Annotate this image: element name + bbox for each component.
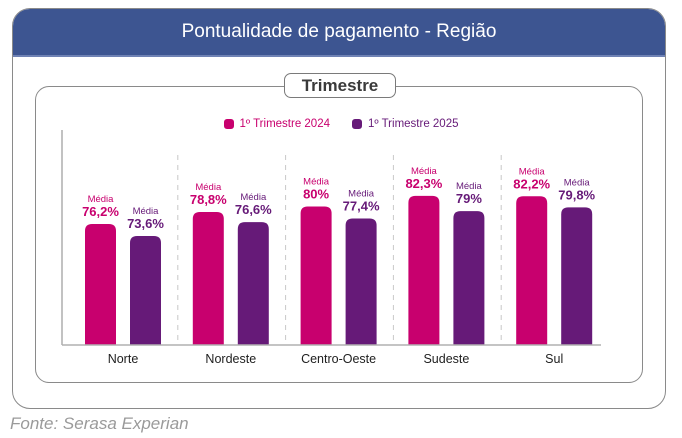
legend-swatch-2025 (352, 119, 362, 129)
data-label-value: 82,2% (513, 176, 550, 191)
bar-2024 (408, 195, 440, 345)
data-label-value: 79,8% (558, 187, 595, 202)
legend-item-2025: 1º Trimestre 2025 (352, 118, 459, 130)
data-label-value: 79% (456, 191, 482, 206)
data-label-prefix: Média (303, 176, 330, 187)
legend-item-2024: 1º Trimestre 2024 (223, 118, 331, 130)
data-label-value: 78,8% (190, 192, 227, 207)
bar-2024 (300, 206, 332, 345)
section-label: Trimestre (284, 73, 396, 98)
data-label-prefix: Média (348, 188, 375, 199)
bar-2025 (237, 222, 269, 345)
data-label-prefix: Média (88, 194, 115, 205)
data-label-value: 76,6% (235, 202, 272, 217)
x-tick-label: Sul (545, 352, 563, 366)
bar-2025 (345, 218, 377, 345)
data-label-prefix: Média (195, 182, 222, 193)
bar-2024 (516, 196, 548, 345)
data-label-prefix: Média (240, 192, 267, 203)
chart-title: Pontualidade de pagamento - Região (181, 21, 497, 42)
data-label-value: 82,3% (405, 176, 442, 191)
data-label-prefix: Média (133, 206, 160, 217)
data-label-prefix: Média (411, 166, 438, 177)
bar-2025 (130, 236, 161, 345)
data-label-value: 76,2% (82, 204, 119, 219)
x-tick-label: Nordeste (205, 352, 256, 366)
chart-header: Pontualidade de pagamento - Região (13, 9, 665, 57)
legend: 1º Trimestre 2024 1º Trimestre 2025 (0, 118, 682, 130)
bar-2024 (85, 224, 116, 345)
x-tick-label: Norte (108, 352, 139, 366)
data-label-prefix: Média (456, 181, 483, 192)
data-label-value: 77,4% (343, 198, 380, 213)
legend-label-2025: 1º Trimestre 2025 (368, 118, 459, 130)
data-label-prefix: Média (519, 166, 546, 177)
bar-2025 (561, 207, 593, 345)
source-note: Fonte: Serasa Experian (10, 414, 189, 433)
bar-2024 (192, 211, 224, 345)
x-tick-label: Centro-Oeste (301, 352, 376, 366)
x-tick-label: Sudeste (423, 352, 469, 366)
legend-label-2024: 1º Trimestre 2024 (239, 118, 331, 130)
bar-2025 (453, 211, 485, 345)
data-label-value: 80% (303, 186, 329, 201)
legend-swatch-2024 (223, 119, 234, 129)
data-label-value: 73,6% (127, 216, 164, 231)
data-label-prefix: Média (564, 177, 591, 188)
